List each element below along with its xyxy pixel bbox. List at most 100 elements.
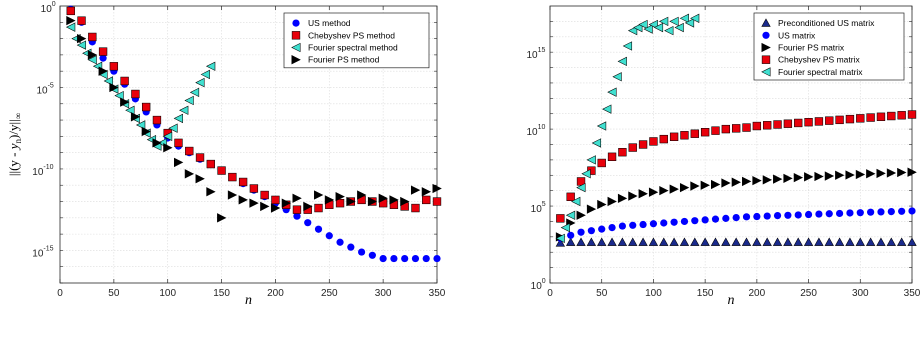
data-point	[293, 212, 301, 220]
data-point	[794, 118, 803, 128]
data-point	[173, 113, 183, 124]
data-point	[390, 254, 398, 263]
data-point	[617, 237, 628, 246]
data-point	[566, 192, 575, 201]
data-point	[314, 203, 323, 213]
data-point	[346, 196, 356, 207]
data-point	[684, 18, 695, 28]
plot-1-points	[65, 5, 442, 263]
data-point	[691, 217, 699, 225]
data-point	[88, 32, 97, 42]
data-point	[612, 72, 622, 82]
data-point	[670, 218, 678, 226]
data-point	[814, 117, 824, 126]
data-point	[876, 112, 886, 121]
data-point	[304, 219, 312, 227]
data-point	[741, 237, 752, 246]
data-point	[846, 209, 854, 217]
y-tick-exponent: 0	[52, 1, 56, 8]
x-tick-label: 200	[749, 288, 766, 299]
data-point	[77, 16, 86, 25]
data-point	[347, 243, 355, 251]
data-point	[131, 89, 140, 99]
x-tick-label: 150	[697, 288, 714, 299]
data-point	[669, 237, 679, 246]
data-point	[638, 237, 648, 246]
data-point	[596, 121, 607, 131]
series-us-matrix	[556, 207, 916, 242]
data-point	[335, 191, 345, 202]
data-point	[195, 77, 205, 88]
data-point	[814, 171, 824, 182]
data-point	[845, 170, 855, 180]
y-tick-base: 10	[531, 281, 543, 292]
data-point	[597, 158, 606, 168]
data-point	[368, 251, 376, 259]
data-point	[77, 33, 87, 44]
data-point	[238, 177, 248, 187]
data-point	[184, 95, 194, 106]
data-point	[422, 195, 431, 205]
data-point	[731, 124, 741, 133]
data-point	[643, 24, 653, 34]
data-point	[845, 237, 855, 246]
x-tick-label: 200	[267, 288, 284, 299]
data-point	[866, 169, 876, 179]
data-point	[292, 205, 302, 214]
data-point	[825, 210, 833, 218]
data-point	[658, 16, 669, 27]
data-point	[898, 207, 906, 215]
y-tick-base: 10	[526, 127, 538, 138]
data-point	[260, 201, 270, 212]
data-point	[66, 6, 75, 16]
x-tick-label: 300	[852, 288, 869, 299]
data-point	[690, 181, 700, 191]
data-point	[773, 120, 782, 129]
data-point	[114, 90, 124, 101]
data-point	[732, 213, 740, 222]
data-point	[633, 22, 643, 33]
data-point	[378, 193, 388, 203]
data-point	[591, 138, 602, 148]
data-point	[690, 237, 700, 246]
data-point	[389, 195, 399, 205]
y-tick-label: 10 10	[526, 124, 545, 138]
data-point	[783, 237, 793, 246]
data-point	[876, 237, 886, 246]
data-point	[763, 212, 771, 220]
data-point	[804, 118, 813, 127]
data-point	[659, 134, 668, 144]
y-tick-exponent: -5	[48, 82, 54, 89]
data-point	[886, 168, 897, 178]
data-point	[824, 171, 835, 181]
data-point	[576, 182, 586, 193]
y-tick-label: 10 15	[526, 47, 545, 61]
y-tick-exponent: 5	[542, 201, 546, 208]
data-point	[896, 237, 907, 246]
data-point	[185, 146, 194, 156]
y-tick-label: 10 0	[531, 278, 546, 292]
plot-1-frame	[59, 5, 438, 284]
data-point	[410, 185, 421, 195]
data-point	[607, 152, 617, 161]
data-point	[555, 233, 565, 244]
data-point	[803, 237, 814, 246]
data-point	[571, 196, 581, 207]
data-point	[566, 237, 576, 246]
data-point	[103, 76, 113, 86]
x-tick-label: 300	[375, 288, 392, 299]
x-tick-label: 0	[57, 288, 63, 299]
data-point	[163, 143, 173, 153]
data-point	[659, 237, 669, 246]
legend-entry: US matrix	[778, 30, 816, 40]
data-point	[700, 180, 710, 190]
data-point	[314, 225, 323, 233]
data-point	[886, 237, 896, 246]
data-point	[907, 110, 917, 119]
series-fourier-ps-matrix	[555, 167, 917, 242]
data-point	[680, 131, 689, 140]
data-point	[98, 66, 108, 76]
data-point	[836, 209, 844, 218]
data-point	[597, 237, 607, 246]
